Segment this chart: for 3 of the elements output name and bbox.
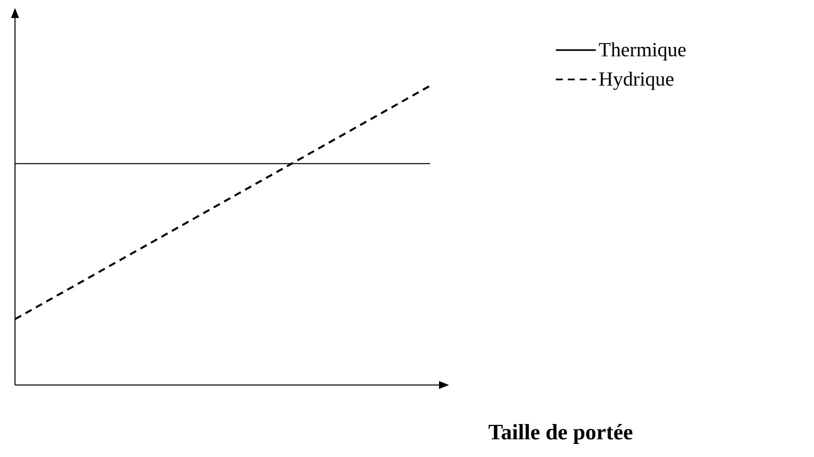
legend-label: Thermique (598, 42, 686, 60)
legend-label: Hydrique (599, 72, 674, 90)
x-axis-title: Taille de portée (488, 424, 632, 444)
